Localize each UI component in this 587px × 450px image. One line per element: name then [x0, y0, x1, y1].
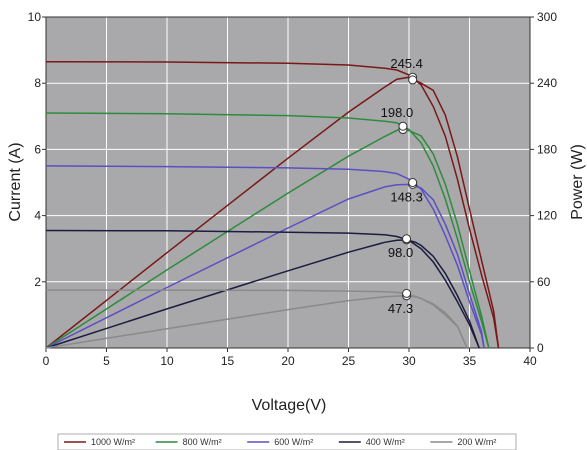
legend-label: 600 W/m²: [274, 437, 313, 447]
x-tick-label: 35: [463, 354, 477, 368]
iv-curve-1: [45, 112, 490, 349]
x-tick-label: 20: [281, 354, 295, 368]
x-tick-label: 25: [342, 354, 356, 368]
y-left-tick-label: 2: [34, 275, 41, 289]
x-tick-label: 15: [221, 354, 235, 368]
legend-box: [57, 433, 517, 450]
max-power-label: 148.3: [390, 189, 423, 204]
mpp-current-marker: [408, 75, 418, 85]
axes: 0 5 10 15 20 25 30 35 40 2 4 6 8 10 0 60 120 180 240 300: [28, 10, 558, 368]
y-right-tick-label: 120: [537, 209, 557, 223]
max-power-label: 47.3: [388, 301, 413, 316]
y-left-tick-label: 8: [34, 76, 41, 90]
pv-curve-1: [45, 128, 490, 349]
legend-label: 1000 W/m²: [91, 437, 135, 447]
legend-label: 800 W/m²: [183, 437, 222, 447]
iv-curve-0: [45, 60, 500, 349]
x-tick-label: 30: [402, 354, 416, 368]
legend-label: 400 W/m²: [366, 437, 405, 447]
mpp-current-marker: [398, 121, 408, 131]
y-axis-label-left: Current (A): [7, 142, 24, 221]
y-left-tick-label: 6: [34, 142, 41, 156]
y-right-tick-label: 300: [537, 10, 557, 24]
legend-label: 200 W/m²: [457, 437, 496, 447]
max-power-label: 245.4: [390, 56, 423, 71]
mpp-current-marker: [408, 178, 418, 187]
y-axis-label-right: Power (W): [569, 144, 586, 220]
max-power-label: 98.0: [388, 245, 413, 260]
pv-curve-0: [45, 76, 500, 349]
x-tick-label: 10: [160, 354, 174, 368]
max-power-label: 198.0: [381, 105, 414, 120]
y-right-tick-label: 240: [537, 76, 557, 90]
y-right-tick-label: 60: [537, 275, 551, 289]
y-left-tick-label: 4: [34, 209, 41, 223]
x-tick-label: 5: [103, 354, 110, 368]
x-tick-label: 0: [43, 354, 50, 368]
y-right-tick-label: 0: [537, 341, 544, 355]
y-right-tick-label: 180: [537, 142, 557, 156]
x-axis-label: Voltage(V): [252, 397, 327, 414]
legend: 1000 W/m² 800 W/m² 600 W/m² 400 W/m² 200 W/m…: [57, 433, 517, 450]
peak-markers: 245.4 198.0 148.3 98.0 47.3: [381, 56, 423, 316]
x-tick-label: 40: [523, 354, 537, 368]
mpp-current-marker: [402, 288, 412, 298]
mpp-current-marker: [402, 234, 412, 244]
y-left-tick-label: 10: [28, 10, 42, 24]
plot-area: [46, 17, 530, 348]
